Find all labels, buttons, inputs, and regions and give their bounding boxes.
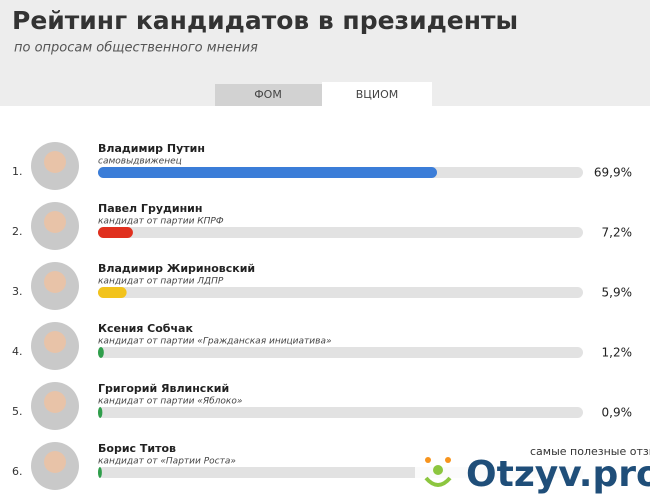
logo-dot bbox=[425, 457, 431, 463]
watermark-tagline: самые полезные отзывы bbox=[530, 445, 650, 458]
bar-track bbox=[98, 227, 583, 238]
bar bbox=[98, 287, 127, 298]
avatar-face bbox=[44, 451, 66, 473]
avatar-face bbox=[44, 271, 66, 293]
candidate-name: Владимир Путин bbox=[98, 142, 205, 155]
candidate-name: Владимир Жириновский bbox=[98, 262, 255, 275]
value-label: 69,9% bbox=[594, 166, 632, 180]
candidate-party: кандидат от партии «Гражданская инициати… bbox=[98, 337, 332, 347]
candidate-party: кандидат от «Партии Роста» bbox=[98, 457, 236, 467]
bar bbox=[98, 467, 102, 478]
watermark: самые полезные отзывы Otzyv.pro bbox=[415, 440, 650, 498]
watermark-brand: Otzyv.pro bbox=[466, 454, 650, 495]
value-label: 5,9% bbox=[602, 286, 633, 300]
title: Рейтинг кандидатов в президенты bbox=[12, 6, 518, 35]
bar bbox=[98, 347, 104, 358]
tab-active[interactable] bbox=[322, 82, 432, 106]
avatar-face bbox=[44, 391, 66, 413]
candidate-name: Григорий Явлинский bbox=[98, 382, 229, 395]
candidate-party: кандидат от партии КПРФ bbox=[98, 217, 224, 227]
value-label: 0,9% bbox=[602, 406, 633, 420]
bar bbox=[98, 167, 438, 178]
subtitle: по опросам общественного мнения bbox=[14, 41, 258, 56]
candidate-name: Ксения Собчак bbox=[98, 322, 193, 335]
rank: 6. bbox=[12, 465, 23, 478]
candidate-name: Павел Грудинин bbox=[98, 202, 203, 215]
tab-inactive[interactable] bbox=[215, 84, 322, 106]
candidate-party: самовыдвиженец bbox=[98, 157, 182, 167]
bar bbox=[98, 407, 103, 418]
logo-smile bbox=[424, 476, 452, 487]
value-label: 1,2% bbox=[602, 346, 633, 360]
bar bbox=[98, 227, 133, 238]
bar-track bbox=[98, 287, 583, 298]
rank: 4. bbox=[12, 345, 23, 358]
rank: 2. bbox=[12, 225, 23, 238]
rank: 5. bbox=[12, 405, 23, 418]
rank: 1. bbox=[12, 165, 23, 178]
candidate-party: кандидат от партии «Яблоко» bbox=[98, 397, 242, 407]
tab-label[interactable]: ВЦИОМ bbox=[356, 88, 398, 101]
tab-label[interactable]: ФОМ bbox=[254, 88, 282, 101]
candidate-party: кандидат от партии ЛДПР bbox=[98, 277, 224, 287]
rank: 3. bbox=[12, 285, 23, 298]
watermark-bg bbox=[415, 440, 650, 498]
avatar-face bbox=[44, 151, 66, 173]
logo-dot bbox=[433, 465, 443, 475]
candidate-name: Борис Титов bbox=[98, 442, 176, 455]
avatar-face bbox=[44, 211, 66, 233]
logo-dot bbox=[445, 457, 451, 463]
bar-track bbox=[98, 347, 583, 358]
value-label: 7,2% bbox=[602, 226, 633, 240]
avatar-face bbox=[44, 331, 66, 353]
bar-track bbox=[98, 407, 583, 418]
